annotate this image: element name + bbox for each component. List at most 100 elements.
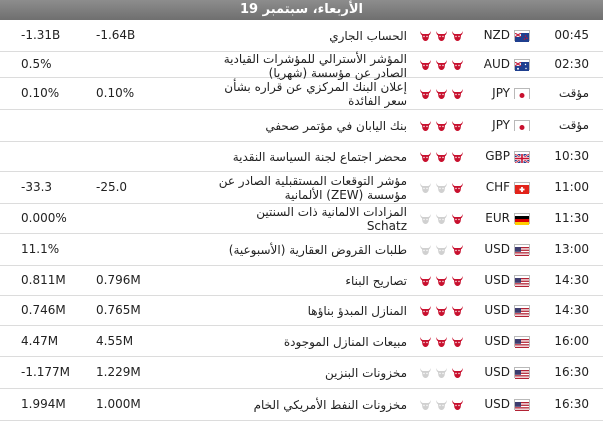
importance-rating bbox=[419, 29, 471, 43]
bull-icon bbox=[435, 119, 448, 132]
event-row[interactable]: 11:30 EUR المزادات الالمانية ذات السنتين S… bbox=[0, 204, 603, 234]
bull-icon bbox=[435, 304, 448, 317]
currency-code: USD bbox=[484, 303, 510, 317]
previous-value: 0.746M bbox=[21, 303, 66, 317]
importance-rating bbox=[419, 398, 471, 412]
bull-icon bbox=[451, 274, 464, 287]
bull-icon bbox=[435, 150, 448, 163]
bull-icon bbox=[419, 29, 432, 42]
previous-value: 0.811M bbox=[21, 273, 66, 287]
event-row[interactable]: 14:30 USD المنازل المبدؤ بناؤها 0.765M 0.746… bbox=[0, 296, 603, 326]
event-row[interactable]: مؤقت JPY بنك اليابان في مؤتمر صحفي bbox=[0, 110, 603, 142]
currency-code: JPY bbox=[492, 118, 510, 132]
bull-icon bbox=[419, 181, 432, 194]
importance-rating bbox=[419, 212, 471, 226]
bull-icon bbox=[419, 274, 432, 287]
importance-rating bbox=[419, 243, 471, 257]
event-time: 02:30 bbox=[554, 57, 589, 71]
bull-icon bbox=[435, 29, 448, 42]
bull-icon bbox=[435, 181, 448, 194]
importance-rating bbox=[419, 181, 471, 195]
forecast-value: 1.000M bbox=[96, 397, 141, 411]
bull-icon bbox=[451, 304, 464, 317]
forecast-value: 0.765M bbox=[96, 303, 141, 317]
event-name: الحساب الجاري bbox=[329, 29, 407, 43]
flag-us-icon bbox=[514, 367, 530, 379]
bull-icon bbox=[451, 181, 464, 194]
event-row[interactable]: مؤقت JPY إعلان البنك المركزي عن قراره بشأن… bbox=[0, 78, 603, 110]
event-name: بنك اليابان في مؤتمر صحفي bbox=[265, 119, 407, 133]
flag-de-icon bbox=[514, 213, 530, 225]
event-row[interactable]: 16:30 USD مخزونات البنزين 1.229M -1.177M bbox=[0, 357, 603, 389]
event-name: المؤشر الأسترالي للمؤشرات القيادية الصاد… bbox=[223, 52, 407, 80]
bull-icon bbox=[419, 335, 432, 348]
currency-code: USD bbox=[484, 397, 510, 411]
currency-code: AUD bbox=[483, 57, 510, 71]
forecast-value: -25.0 bbox=[96, 180, 128, 194]
event-time: 16:00 bbox=[554, 334, 589, 348]
event-name: تصاريح البناء bbox=[345, 274, 407, 288]
flag-us-icon bbox=[514, 275, 530, 287]
bull-icon bbox=[435, 366, 448, 379]
bull-icon bbox=[451, 366, 464, 379]
currency-code: USD bbox=[484, 334, 510, 348]
previous-value: 1.994M bbox=[21, 397, 66, 411]
flag-ch-icon bbox=[514, 182, 530, 194]
bull-icon bbox=[451, 398, 464, 411]
bull-icon bbox=[435, 274, 448, 287]
event-name: مبيعات المنازل الموجودة bbox=[283, 335, 407, 349]
event-name: إعلان البنك المركزي عن قراره بشأن سعر ال… bbox=[224, 80, 407, 108]
bull-icon bbox=[451, 150, 464, 163]
event-time: 10:30 bbox=[554, 149, 589, 163]
event-name: طلبات القروض العقارية (الأسبوعية) bbox=[228, 243, 407, 257]
flag-us-icon bbox=[514, 399, 530, 411]
event-name: المنازل المبدؤ بناؤها bbox=[307, 304, 407, 318]
forecast-value: 4.55M bbox=[96, 334, 134, 348]
previous-value: -1.177M bbox=[21, 365, 71, 379]
bull-icon bbox=[451, 335, 464, 348]
event-name: محضر اجتماع لجنة السياسة النقدية bbox=[232, 150, 407, 164]
bull-icon bbox=[435, 398, 448, 411]
bull-icon bbox=[419, 119, 432, 132]
flag-gb-icon bbox=[514, 151, 530, 164]
importance-rating bbox=[419, 366, 471, 380]
forecast-value: 1.229M bbox=[96, 365, 141, 379]
event-time: 14:30 bbox=[554, 273, 589, 287]
event-time: 11:30 bbox=[554, 211, 589, 225]
event-row[interactable]: 14:30 USD تصاريح البناء 0.796M 0.811M bbox=[0, 266, 603, 296]
event-name: مخزونات البنزين bbox=[324, 366, 407, 380]
event-row[interactable]: 16:00 USD مبيعات المنازل الموجودة 4.55M 4.47… bbox=[0, 326, 603, 357]
currency-code: NZD bbox=[483, 28, 510, 42]
bull-icon bbox=[435, 212, 448, 225]
bull-icon bbox=[419, 304, 432, 317]
previous-value: 0.000% bbox=[21, 211, 67, 225]
previous-value: -1.31B bbox=[21, 28, 61, 42]
flag-nz-icon bbox=[514, 30, 530, 42]
event-time: مؤقت bbox=[558, 118, 589, 132]
event-time: 16:30 bbox=[554, 365, 589, 379]
bull-icon bbox=[451, 87, 464, 100]
previous-value: 0.10% bbox=[21, 86, 60, 100]
event-row[interactable]: 02:30 AUD المؤشر الأسترالي للمؤشرات القياد… bbox=[0, 52, 603, 80]
event-row[interactable]: 13:00 USD طلبات القروض العقارية (الأسبوعية… bbox=[0, 234, 603, 266]
event-time: 16:30 bbox=[554, 397, 589, 411]
importance-rating bbox=[419, 304, 471, 318]
forecast-value: 0.796M bbox=[96, 273, 141, 287]
importance-rating bbox=[419, 87, 471, 101]
bull-icon bbox=[435, 87, 448, 100]
bull-icon bbox=[435, 243, 448, 256]
event-row[interactable]: 10:30 GBP محضر اجتماع لجنة السياسة النقدية bbox=[0, 142, 603, 172]
flag-au-icon bbox=[514, 59, 530, 71]
event-row[interactable]: 11:00 CHF مؤشر التوقعات المستقبلية الصادر … bbox=[0, 172, 603, 204]
event-row[interactable]: 00:45 NZD الحساب الجاري -1.64B -1.31B bbox=[0, 20, 603, 52]
event-row[interactable]: 16:30 USD مخزونات النفط الأمريكي الخام 1.00… bbox=[0, 389, 603, 421]
importance-rating bbox=[419, 274, 471, 288]
previous-value: 4.47M bbox=[21, 334, 59, 348]
bull-icon bbox=[419, 366, 432, 379]
event-name: مؤشر التوقعات المستقبلية الصادر عن مؤسسة… bbox=[218, 174, 407, 202]
bull-icon bbox=[419, 398, 432, 411]
event-time: 14:30 bbox=[554, 303, 589, 317]
flag-jp-icon bbox=[514, 120, 530, 132]
event-time: 13:00 bbox=[554, 242, 589, 256]
previous-value: 11.1% bbox=[21, 242, 60, 256]
